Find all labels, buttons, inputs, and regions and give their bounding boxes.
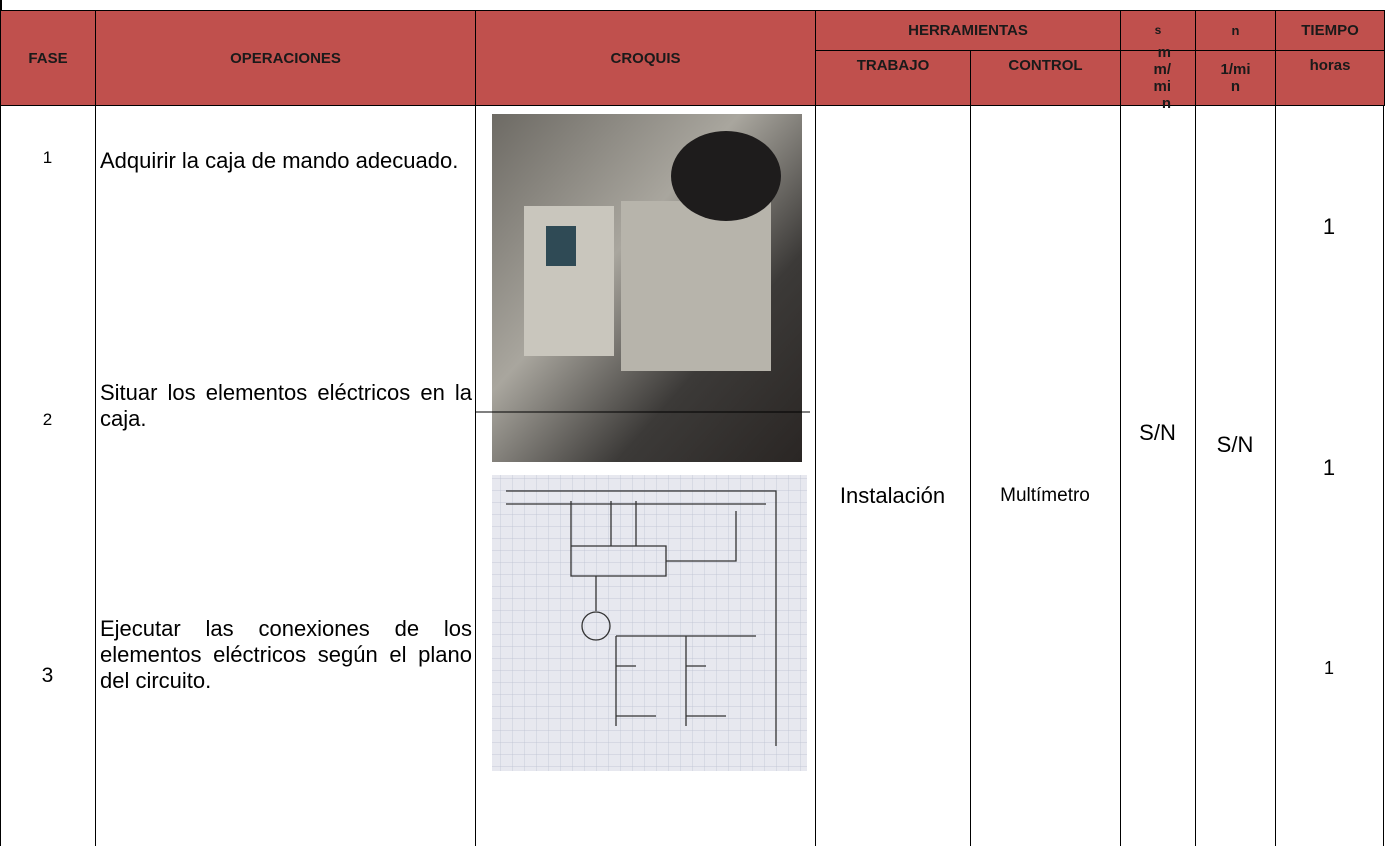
- n-value: S/N: [1216, 432, 1254, 457]
- border: [970, 105, 971, 846]
- border: [1120, 105, 1121, 846]
- border: [0, 105, 1, 846]
- header-s-unit: mm/min: [1120, 44, 1196, 112]
- border: [1383, 105, 1384, 846]
- border: [95, 105, 96, 846]
- top-strip: [0, 0, 1385, 10]
- trabajo: Instalación: [839, 483, 946, 508]
- header-control: CONTROL: [970, 50, 1121, 106]
- photo-door: [621, 201, 771, 371]
- s-value: S/N: [1139, 420, 1176, 445]
- header-n-unit: 1/min: [1195, 50, 1276, 106]
- tiempo: 1: [1323, 658, 1334, 678]
- tiempo: 1: [1322, 214, 1336, 239]
- photo-person: [671, 131, 781, 221]
- tiempo: 1: [1322, 455, 1336, 480]
- header-fase: FASE: [0, 10, 96, 106]
- fase-number: 3: [41, 664, 54, 687]
- operation: Adquirir la caja de mando adecuado.: [100, 148, 459, 173]
- header-tiempo: TIEMPO: [1275, 10, 1385, 51]
- operation: Situar los elementos eléctricos en la ca…: [100, 380, 472, 431]
- border: [1195, 105, 1196, 846]
- border: [475, 105, 476, 846]
- fase-number: 2: [42, 410, 53, 429]
- border: [1275, 105, 1276, 846]
- header-s: s: [1120, 10, 1196, 51]
- photo-meter: [546, 226, 576, 266]
- header-n: n: [1195, 10, 1276, 51]
- control: Multímetro: [1000, 485, 1090, 506]
- circuit-sketch: [506, 490, 777, 746]
- header-trabajo: TRABAJO: [815, 50, 971, 106]
- header-tiempo-unit: horas: [1275, 50, 1385, 106]
- croquis-images: [476, 114, 810, 771]
- border: [815, 105, 816, 846]
- header-herramientas: HERRAMIENTAS: [815, 10, 1121, 51]
- fase-number: 1: [42, 148, 53, 167]
- operation: Ejecutar las conexiones de los elementos…: [100, 616, 472, 693]
- header-croquis: CROQUIS: [475, 10, 816, 106]
- drawing-grid: [492, 475, 807, 771]
- header-operaciones: OPERACIONES: [95, 10, 476, 106]
